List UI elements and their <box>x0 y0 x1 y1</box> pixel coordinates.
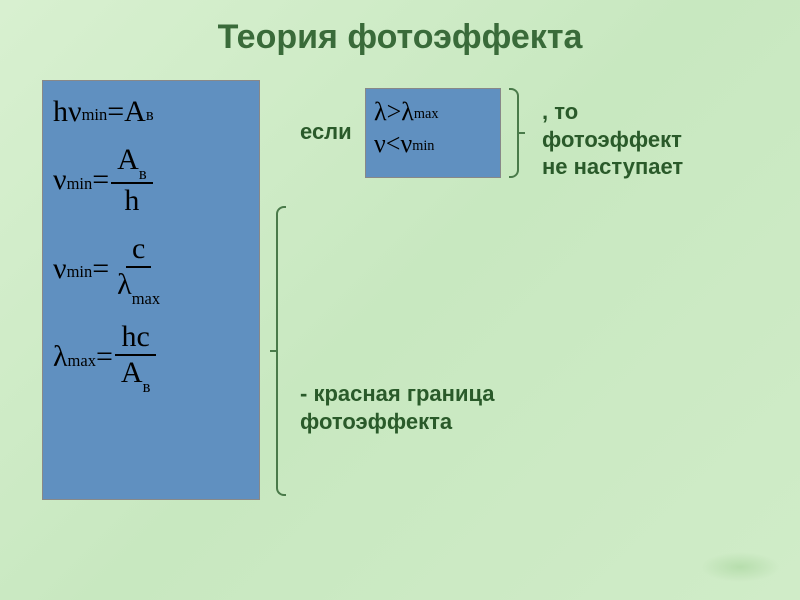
eq-2: νmin = Aв h <box>53 145 249 216</box>
page-title: Теория фотоэффекта <box>0 0 800 57</box>
eq1-rhs-sub: в <box>146 105 154 125</box>
eq2-num: A <box>117 143 139 176</box>
then-label: , то фотоэффект не наступает <box>542 98 692 181</box>
cond-1: λ > λmax <box>374 97 492 127</box>
eq-4: λmax = hc Aв <box>53 322 249 393</box>
condition-box: λ > λmax ν < νmin <box>365 88 501 178</box>
eq4-den: A <box>121 356 143 389</box>
eq2-lhs: ν <box>53 163 67 197</box>
c1-sub: max <box>414 106 439 123</box>
red-boundary-label: - красная граница фотоэффекта <box>300 380 550 435</box>
eq1-lhs-sub: min <box>82 105 108 125</box>
decoration-icon <box>700 552 780 582</box>
c1-op: > <box>387 97 402 127</box>
c2-a: ν <box>374 129 386 159</box>
brace-right-icon <box>505 88 527 178</box>
eq2-den: h <box>118 184 145 216</box>
eq3-frac: c λmax <box>111 234 166 305</box>
eq-1: hνmin = Aв <box>53 95 249 129</box>
eq1-rhs: A <box>124 95 146 129</box>
c1-a: λ <box>374 97 387 127</box>
eq3-den-sub: max <box>132 289 160 308</box>
eq3-lhs: ν <box>53 252 67 286</box>
eq4-lhs-sub: max <box>68 351 96 371</box>
eq3-num: c <box>126 234 151 268</box>
eq3-lhs-sub: min <box>67 262 93 282</box>
eq2-lhs-sub: min <box>67 174 93 194</box>
c2-b: ν <box>400 129 412 159</box>
eq1-equals: = <box>107 95 124 129</box>
cond-2: ν < νmin <box>374 129 492 159</box>
eq2-num-sub: в <box>139 164 147 183</box>
c2-op: < <box>386 129 401 159</box>
brace-left-icon <box>268 206 290 496</box>
main-equations-box: hνmin = Aв νmin = Aв h νmin = c λmax λma… <box>42 80 260 500</box>
eq2-equals: = <box>92 163 109 197</box>
eq4-den-sub: в <box>143 377 151 396</box>
eq3-den: λ <box>117 268 132 301</box>
eq4-equals: = <box>96 340 113 374</box>
eq3-equals: = <box>92 252 109 286</box>
c2-sub: min <box>412 138 434 155</box>
c1-b: λ <box>401 97 414 127</box>
eq2-frac: Aв h <box>111 145 152 216</box>
eq4-num: hc <box>115 322 155 356</box>
eq4-lhs: λ <box>53 340 68 374</box>
eq4-frac: hc Aв <box>115 322 156 393</box>
eq1-lhs: hν <box>53 95 82 129</box>
if-label: если <box>300 118 352 146</box>
eq-3: νmin = c λmax <box>53 234 249 305</box>
